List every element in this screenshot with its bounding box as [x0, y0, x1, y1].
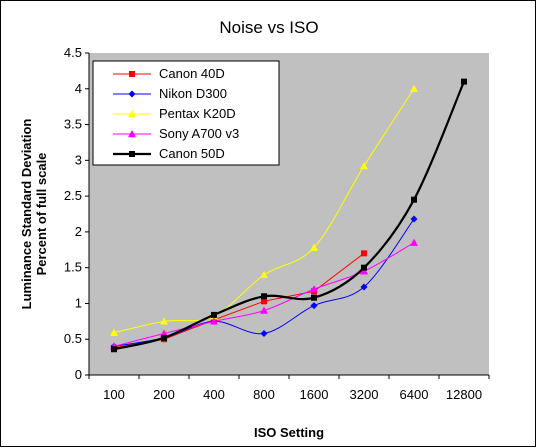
y-tick-label: 4 [75, 81, 82, 96]
data-point-pentax-k20d [310, 243, 318, 251]
data-point-canon-50d [111, 346, 117, 353]
legend-label-sony-a700-v3: Sony A700 v3 [159, 126, 239, 141]
data-point-canon-50d [211, 311, 217, 318]
data-point-pentax-k20d [410, 84, 418, 92]
chart-title: Noise vs ISO [219, 18, 318, 37]
x-axis-title: ISO Setting [254, 425, 324, 440]
data-point-sony-a700-v3 [360, 267, 368, 275]
data-point-nikon-d300 [260, 329, 268, 337]
x-axis-ticks: 100 200 400 800 1600 3200 6400 12800 [88, 375, 490, 402]
data-point-canon-40d [261, 298, 267, 305]
data-point-canon-50d [311, 294, 317, 301]
x-tick-label: 400 [203, 387, 225, 402]
y-tick-label: 1 [75, 295, 82, 310]
y-tick-label: 2.5 [64, 188, 82, 203]
data-point-pentax-k20d [260, 270, 268, 279]
x-tick-label: 1600 [300, 387, 329, 402]
y-tick-label: 1.5 [64, 260, 82, 275]
data-point-canon-50d [461, 78, 467, 85]
y-tick-label: 3.5 [64, 117, 82, 132]
legend-label-pentax-k20d: Pentax K20D [159, 106, 236, 121]
legend-label-nikon-d300: Nikon D300 [159, 86, 227, 101]
data-point-pentax-k20d [160, 317, 168, 325]
legend-label-canon-40d: Canon 40D [159, 66, 225, 81]
series-canon-50d [111, 78, 467, 353]
legend: Canon 40D Nikon D300 Pentax K20D Sony A700 … [92, 60, 280, 166]
legend-label-canon-50d: Canon 50D [159, 146, 225, 161]
legend-marker-canon-40d [129, 71, 135, 77]
data-point-pentax-k20d [360, 162, 368, 170]
data-point-canon-50d [161, 334, 167, 341]
data-point-nikon-d300 [410, 215, 418, 223]
y-tick-label: 0.5 [64, 331, 82, 346]
data-point-nikon-d300 [310, 302, 318, 310]
data-point-sony-a700-v3 [310, 285, 318, 293]
data-point-canon-50d [361, 264, 367, 271]
y-axis-title-line-1: Luminance Standard Deviation [19, 119, 34, 310]
data-point-sony-a700-v3 [410, 238, 418, 246]
y-tick-label: 0 [75, 367, 82, 382]
legend-marker-canon-50d [129, 151, 135, 157]
data-point-sony-a700-v3 [210, 317, 218, 325]
x-tick-label: 6400 [400, 387, 429, 402]
data-point-sony-a700-v3 [260, 306, 268, 314]
x-tick-label: 3200 [350, 387, 379, 402]
legend-box [92, 60, 280, 166]
data-point-canon-40d [361, 250, 367, 257]
data-point-nikon-d300 [360, 283, 368, 291]
x-tick-label: 12800 [446, 387, 482, 402]
x-tick-label: 800 [253, 387, 275, 402]
legend-marker-pentax-k20d [128, 110, 136, 118]
series-pentax-k20d [110, 84, 418, 336]
legend-marker-sony-a700-v3 [128, 130, 136, 138]
x-tick-label: 200 [153, 387, 175, 402]
legend-marker-nikon-d300 [128, 90, 136, 98]
data-point-canon-50d [411, 196, 417, 203]
y-axis-title-line-2: Percent of full scale [34, 153, 49, 276]
data-point-canon-50d [261, 293, 267, 300]
x-tick-label: 100 [103, 387, 125, 402]
y-axis-ticks: 0 0.5 1 1.5 2 2.5 3 3.5 4 4.5 [64, 45, 89, 382]
y-tick-label: 2 [75, 224, 82, 239]
series-layer [110, 78, 467, 353]
data-point-pentax-k20d [110, 328, 118, 336]
y-tick-label: 4.5 [64, 45, 82, 60]
y-tick-label: 3 [75, 152, 82, 167]
